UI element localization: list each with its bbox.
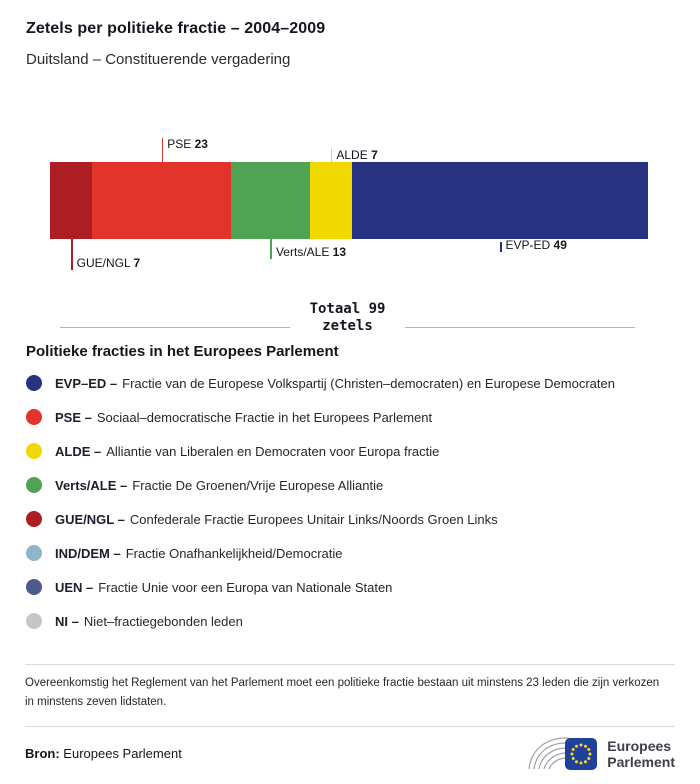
callout-line-verts-ale [270,239,272,259]
bar-segment-evp-ed[interactable] [352,162,648,239]
legend-item-pse: PSE – Sociaal–democratische Fractie in he… [26,400,674,434]
eu-parliament-logo-icon [528,737,598,770]
total-label: Totaal 99 zetels [290,301,406,335]
callout-label-gue-ngl: GUE/NGL 7 [76,256,141,270]
legend-abbr: IND/DEM – [55,545,121,561]
logo-wordmark: Europees Parlement [607,738,675,770]
callout-line-evp-ed [500,242,502,252]
legend-item-evp-ed: EVP–ED – Fractie van de Europese Volkspar… [26,366,674,400]
legend-item-uen: UEN – Fractie Unie voor een Europa van Na… [26,570,674,604]
callout-line-gue-ngl [71,239,73,270]
legend-dot-icon [26,443,42,459]
legend-item-gue-ngl: GUE/NGL – Confederale Fractie Europees Un… [26,502,674,536]
legend-desc: Confederale Fractie Europees Unitair Lin… [129,511,498,527]
ep-logo: Europees Parlement [527,735,675,773]
legend-item-ind-dem: IND/DEM – Fractie Onafhankelijkheid/Democ… [26,536,674,570]
callout-line-alde [330,149,333,162]
legend-dot-icon [26,375,42,391]
legend-abbr: UEN – [55,579,94,595]
legend-desc: Fractie De Groenen/Vrije Europese Allian… [132,477,384,493]
legend-list: EVP–ED – Fractie van de Europese Volkspar… [26,366,674,638]
callout-evp-ed: EVP-ED 49 [500,239,567,252]
legend-dot-icon [26,579,42,595]
eu-flag-icon [565,737,598,770]
total-divider-right [405,327,636,328]
legend-item-ni: NI – Niet–fractiegebonden leden [26,604,674,638]
callout-alde: ALDE 7 [330,148,378,162]
callout-verts-ale: Verts/ALE 13 [270,239,346,259]
total-divider-left [60,327,290,328]
footer: Bron: Europees Parlement [25,735,675,773]
legend-dot-icon [26,477,42,493]
bar-segment-pse[interactable] [92,162,232,239]
bar-segment-gue-ngl[interactable] [50,162,93,239]
legend-abbr: NI – [55,613,79,629]
legend-desc: Fractie Unie voor een Europa van Nationa… [98,579,393,595]
logo-wordmark-line1: Europees [607,737,672,754]
legend-desc: Fractie Onafhankelijkheid/Democratie [125,545,343,561]
legend-dot-icon [26,613,42,629]
legend-heading: Politieke fracties in het Europees Parle… [26,343,339,360]
footer-divider [25,725,675,727]
legend-desc: Sociaal–democratische Fractie in het Eur… [96,409,433,425]
header: Zetels per politieke fractie – 2004–2009… [0,0,700,68]
legend-abbr: PSE – [55,409,92,425]
footnote-divider [25,664,675,665]
legend-item-alde: ALDE – Alliantie van Liberalen en Democra… [26,434,674,468]
total-label-line1: Totaal 99 [309,301,386,317]
callout-label-evp-ed: EVP-ED 49 [505,238,567,252]
legend-dot-icon [26,545,42,561]
legend-desc: Fractie van de Europese Volkspartij (Chr… [122,375,615,391]
total-label-line2: zetels [322,318,373,334]
total-row: Totaal 99 zetels [60,301,636,335]
callout-line-pse [161,138,164,162]
page-subtitle: Duitsland – Constituerende vergadering [26,51,291,68]
page-title: Zetels per politieke fractie – 2004–2009 [26,20,326,37]
legend-abbr: EVP–ED – [55,375,118,391]
source-line: Bron: Europees Parlement [25,746,182,761]
legend-desc: Niet–fractiegebonden leden [83,613,243,629]
callout-pse: PSE 23 [161,137,208,162]
bar-segment-verts-ale[interactable] [231,162,310,239]
legend-item-verts-ale: Verts/ALE – Fractie De Groenen/Vrije Euro… [26,468,674,502]
callout-label-pse: PSE 23 [167,137,208,151]
legend-abbr: ALDE – [55,443,102,459]
source-value: Europees Parlement [63,746,182,762]
logo-wordmark-line2: Parlement [607,753,675,770]
legend-desc: Alliantie van Liberalen en Democraten vo… [106,443,440,459]
legend-dot-icon [26,409,42,425]
callout-gue-ngl: GUE/NGL 7 [71,239,140,270]
source-label: Bron: [25,746,60,762]
footnote: Overeenkomstig het Reglement van het Par… [25,677,660,708]
legend-dot-icon [26,511,42,527]
stacked-bar [50,162,648,239]
bar-segment-alde[interactable] [309,162,352,239]
legend-abbr: Verts/ALE – [55,477,128,493]
callout-label-alde: ALDE 7 [336,148,378,162]
callout-label-verts-ale: Verts/ALE 13 [275,245,347,259]
chart-area: GUE/NGL 7 PSE 23 Verts/ALE 13 ALDE 7 EVP-ED … [50,129,648,279]
legend-abbr: GUE/NGL – [55,511,125,527]
